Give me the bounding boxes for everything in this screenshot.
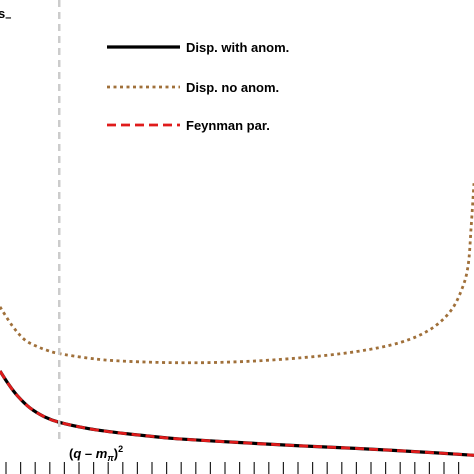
series-line-feynman-par xyxy=(0,370,474,457)
corner-label: s– xyxy=(0,6,11,24)
legend-label-feynman-par: Feynman par. xyxy=(186,118,270,133)
legend: Disp. with anom. Disp. no anom. Feynman pa… xyxy=(107,40,289,133)
threshold-label: (q – mπ)2 xyxy=(69,444,123,463)
x-axis-ticks xyxy=(5,462,460,474)
series-line-disp-no-anom xyxy=(0,183,474,365)
series-lines xyxy=(0,183,474,457)
legend-label-disp-no-anom: Disp. no anom. xyxy=(186,80,279,95)
legend-label-disp-with-anom: Disp. with anom. xyxy=(186,40,289,55)
